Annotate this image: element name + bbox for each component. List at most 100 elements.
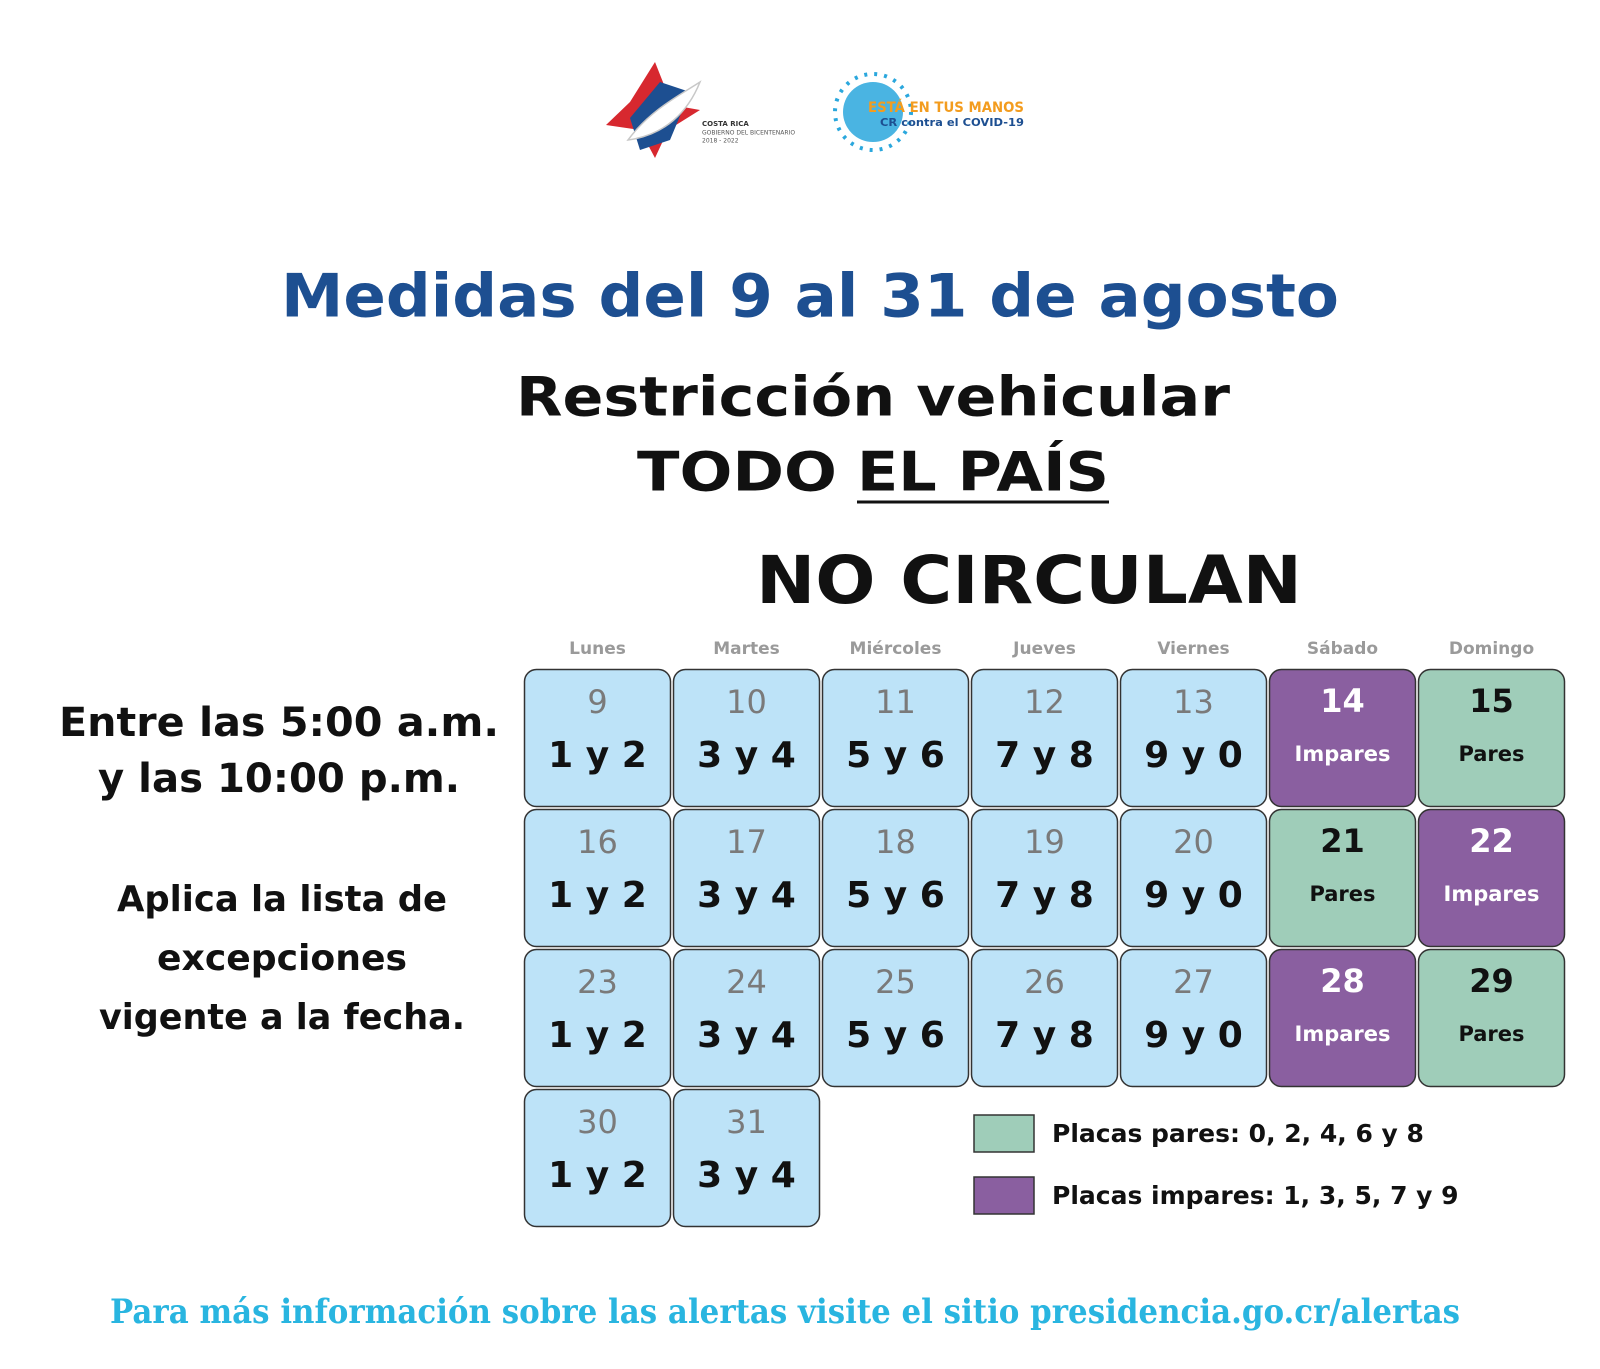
legend-swatch	[973, 1176, 1035, 1215]
legend-swatch	[973, 1114, 1035, 1153]
day-cell	[970, 948, 1119, 1088]
plates: 9 y 0	[1144, 875, 1243, 916]
day-cell	[1417, 948, 1566, 1088]
logo-text: COSTA RICA	[702, 120, 749, 128]
weekday-label: Viernes	[1157, 639, 1229, 659]
hours: y las 10:00 p.m.	[98, 756, 460, 802]
subtitle: Restricción vehicular	[516, 366, 1230, 429]
day-cell	[672, 948, 821, 1088]
day-number: 19	[1024, 823, 1065, 861]
day-cell	[821, 948, 970, 1088]
weekday-label: Sábado	[1307, 639, 1378, 659]
scope: TODO	[637, 441, 837, 504]
campaign-text: ESTÁ EN TUS MANOS	[868, 99, 1024, 116]
day-cell	[1119, 668, 1268, 808]
plates: 3 y 4	[697, 735, 796, 776]
legend-label: Placas impares: 1, 3, 5, 7 y 9	[1052, 1181, 1459, 1210]
day-cell	[970, 668, 1119, 808]
legend: Placas pares: 0, 2, 4, 6 y 8 Placas impar…	[973, 1114, 1459, 1215]
government-logo: COSTA RICA GOBIERNO DEL BICENTENARIO 201…	[606, 62, 795, 158]
day-cell	[523, 668, 672, 808]
hours: Entre las 5:00 a.m.	[59, 700, 499, 746]
plates: 3 y 4	[697, 1155, 796, 1196]
plates: Pares	[1309, 882, 1375, 906]
plates: Impares	[1295, 1022, 1391, 1046]
note: Aplica la lista de	[117, 879, 447, 920]
plates: 1 y 2	[548, 735, 647, 776]
logo-swoosh	[626, 80, 702, 141]
day-cell	[970, 808, 1119, 948]
day-number: 15	[1469, 682, 1514, 720]
plates: Impares	[1444, 882, 1540, 906]
plates: 3 y 4	[697, 1015, 796, 1056]
plates: 7 y 8	[995, 735, 1094, 776]
day-number: 13	[1173, 683, 1214, 721]
weekday-label: Martes	[713, 639, 780, 659]
legend-label: Placas pares: 0, 2, 4, 6 y 8	[1052, 1119, 1424, 1148]
plates: 7 y 8	[995, 875, 1094, 916]
day-cell	[523, 1088, 672, 1228]
day-cell	[672, 1088, 821, 1228]
plates: 1 y 2	[548, 1015, 647, 1056]
day-cell	[1119, 808, 1268, 948]
day-number: 25	[875, 963, 916, 1001]
logo-text: GOBIERNO DEL BICENTENARIO	[702, 130, 795, 137]
plates: 5 y 6	[846, 875, 945, 916]
day-number: 27	[1173, 963, 1214, 1001]
day-cell	[672, 808, 821, 948]
day-cell	[821, 668, 970, 808]
day-cell	[1417, 668, 1566, 808]
scope-underlined: EL PAÍS	[857, 441, 1109, 504]
day-number: 24	[726, 963, 767, 1001]
day-number: 12	[1024, 683, 1065, 721]
heading: NO CIRCULAN	[756, 542, 1302, 619]
day-number: 23	[577, 963, 618, 1001]
day-number: 16	[577, 823, 618, 861]
logo-text: 2018 - 2022	[702, 138, 739, 145]
note: vigente a la fecha.	[99, 997, 465, 1038]
day-cell	[1268, 668, 1417, 808]
day-cell	[672, 668, 821, 808]
day-number: 17	[726, 823, 767, 861]
day-cell	[523, 948, 672, 1088]
weekday-label: Jueves	[1012, 639, 1076, 659]
weekday-label: Domingo	[1449, 639, 1534, 659]
virus-icon	[843, 82, 903, 142]
plates: 1 y 2	[548, 875, 647, 916]
plates: Pares	[1458, 1022, 1524, 1046]
plates: 5 y 6	[846, 735, 945, 776]
calendar: Lunes Martes Miércoles Jueves Viernes Sábado D…	[523, 639, 1566, 1228]
note: excepciones	[157, 938, 407, 979]
plates: 3 y 4	[697, 875, 796, 916]
day-cell	[1268, 948, 1417, 1088]
weekday-label: Lunes	[569, 639, 626, 659]
campaign-text: CR contra el COVID-19	[880, 116, 1024, 129]
day-cell	[1119, 948, 1268, 1088]
plates: 9 y 0	[1144, 735, 1243, 776]
plates: 1 y 2	[548, 1155, 647, 1196]
day-number: 28	[1320, 962, 1365, 1000]
plates: 9 y 0	[1144, 1015, 1243, 1056]
day-number: 14	[1320, 682, 1365, 720]
day-number: 26	[1024, 963, 1065, 1001]
day-number: 9	[587, 683, 607, 721]
day-cell	[1268, 808, 1417, 948]
day-number: 21	[1320, 822, 1365, 860]
virus-spikes	[833, 72, 913, 152]
day-number: 20	[1173, 823, 1214, 861]
day-number: 22	[1469, 822, 1514, 860]
day-number: 30	[577, 1103, 618, 1141]
day-number: 11	[875, 683, 916, 721]
day-number: 31	[726, 1103, 767, 1141]
day-number: 29	[1469, 962, 1514, 1000]
day-cell	[1417, 808, 1566, 948]
plates: Pares	[1458, 742, 1524, 766]
plates: Impares	[1295, 742, 1391, 766]
title: Medidas del 9 al 31 de agosto	[281, 262, 1339, 332]
campaign-logo: ESTÁ EN TUS MANOS CR contra el COVID-19	[833, 72, 1024, 152]
weekday-label: Miércoles	[850, 639, 942, 659]
plates: 5 y 6	[846, 1015, 945, 1056]
day-cell	[821, 808, 970, 948]
